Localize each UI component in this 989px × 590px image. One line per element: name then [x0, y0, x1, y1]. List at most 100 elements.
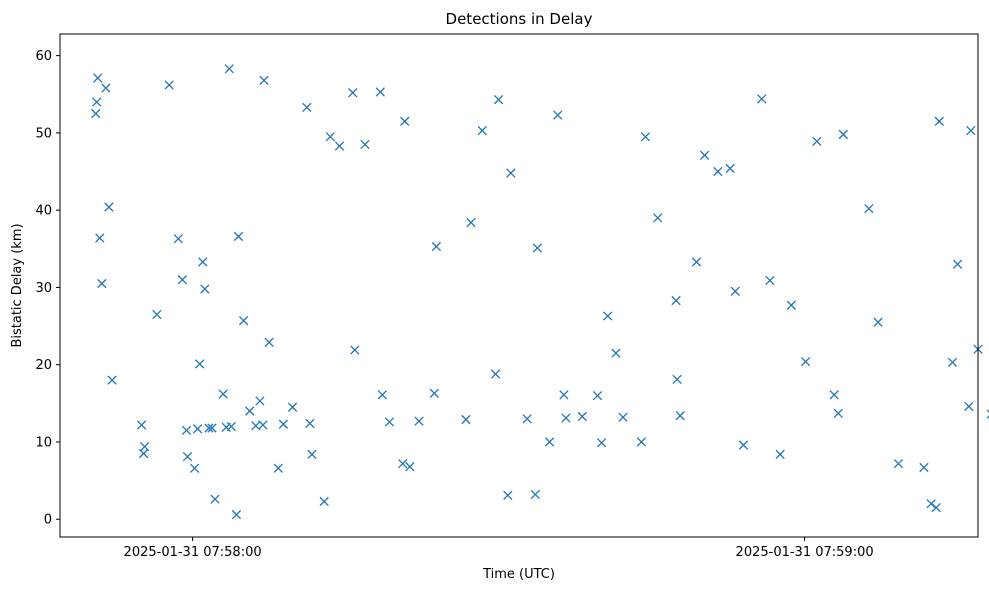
x-axis-label: Time (UTC) — [482, 567, 555, 582]
data-point — [429, 388, 439, 398]
data-point — [195, 359, 205, 369]
data-point — [477, 125, 487, 136]
data-point — [864, 203, 874, 214]
data-point — [287, 402, 298, 412]
data-point — [934, 116, 944, 126]
data-point — [136, 420, 147, 430]
data-point — [553, 110, 563, 120]
y-tick-label: 20 — [35, 358, 52, 373]
y-tick-label: 40 — [35, 204, 52, 219]
data-point — [400, 116, 410, 126]
data-point — [466, 217, 476, 228]
data-point — [671, 295, 681, 306]
data-point — [730, 286, 740, 296]
data-markers — [91, 64, 989, 520]
data-point — [107, 375, 117, 385]
data-point — [765, 275, 775, 286]
data-point — [226, 421, 237, 432]
data-point — [198, 257, 208, 267]
data-point — [95, 233, 105, 243]
data-point — [829, 390, 839, 400]
data-point — [675, 411, 685, 421]
data-point — [334, 141, 345, 151]
data-point — [757, 94, 767, 104]
data-point — [348, 88, 358, 98]
data-point — [919, 462, 929, 473]
data-point — [786, 300, 796, 310]
data-point — [93, 73, 103, 83]
data-point — [596, 438, 607, 448]
y-tick-label: 30 — [35, 281, 52, 296]
y-axis-label: Bistatic Delay (km) — [10, 223, 25, 347]
data-point — [964, 401, 974, 412]
data-point — [738, 440, 749, 450]
data-point — [931, 502, 941, 513]
data-point — [398, 458, 408, 469]
data-point — [319, 496, 329, 507]
data-point — [200, 284, 210, 294]
data-point — [672, 374, 682, 385]
data-point — [611, 348, 621, 358]
data-point — [544, 437, 555, 447]
data-point — [218, 389, 228, 399]
data-point — [833, 408, 843, 419]
data-point — [104, 202, 114, 212]
data-point — [812, 136, 822, 147]
data-point — [302, 102, 312, 113]
data-point — [181, 425, 192, 436]
data-point — [559, 390, 569, 400]
chart-title: Detections in Delay — [446, 10, 593, 28]
data-point — [245, 406, 255, 416]
data-point — [577, 411, 587, 422]
data-point — [725, 163, 735, 174]
data-point — [414, 416, 424, 426]
data-point — [800, 356, 811, 367]
data-point — [305, 418, 315, 429]
data-point — [405, 462, 415, 472]
y-tick-label: 10 — [35, 435, 52, 450]
data-point — [189, 463, 200, 473]
y-axis-ticks: 0 10 20 30 40 50 60 — [35, 49, 60, 528]
data-point — [233, 231, 244, 242]
data-point — [140, 441, 150, 452]
data-point — [384, 417, 395, 427]
data-point — [461, 414, 471, 425]
data-point — [493, 95, 504, 105]
data-point — [522, 414, 532, 424]
data-point — [532, 243, 543, 253]
data-point — [164, 80, 174, 90]
data-point — [325, 132, 335, 142]
data-point — [699, 150, 710, 160]
data-point — [490, 369, 501, 379]
y-tick-label: 50 — [35, 126, 52, 141]
data-point — [350, 345, 360, 355]
data-point — [618, 412, 628, 422]
data-point — [775, 449, 785, 459]
x-tick-label: 2025-01-31 07:58:00 — [124, 545, 262, 560]
data-point — [431, 241, 442, 252]
data-point — [231, 509, 242, 520]
data-point — [603, 311, 613, 321]
data-point — [101, 83, 111, 93]
x-tick-label: 2025-01-31 07:59:00 — [736, 545, 874, 560]
data-point — [503, 490, 513, 500]
data-point — [873, 317, 883, 327]
data-point — [691, 257, 702, 267]
data-point — [561, 413, 571, 423]
data-point — [592, 390, 603, 401]
data-point — [224, 64, 234, 74]
data-point — [207, 423, 217, 433]
data-point — [360, 139, 370, 150]
data-point — [193, 424, 203, 434]
data-point — [375, 87, 385, 97]
data-point — [238, 315, 249, 326]
data-point — [640, 132, 651, 142]
y-tick-label: 60 — [35, 49, 52, 64]
plot-frame — [59, 33, 979, 538]
data-point — [377, 390, 387, 400]
data-point — [255, 396, 265, 406]
data-point — [986, 409, 989, 419]
data-point — [204, 423, 214, 433]
